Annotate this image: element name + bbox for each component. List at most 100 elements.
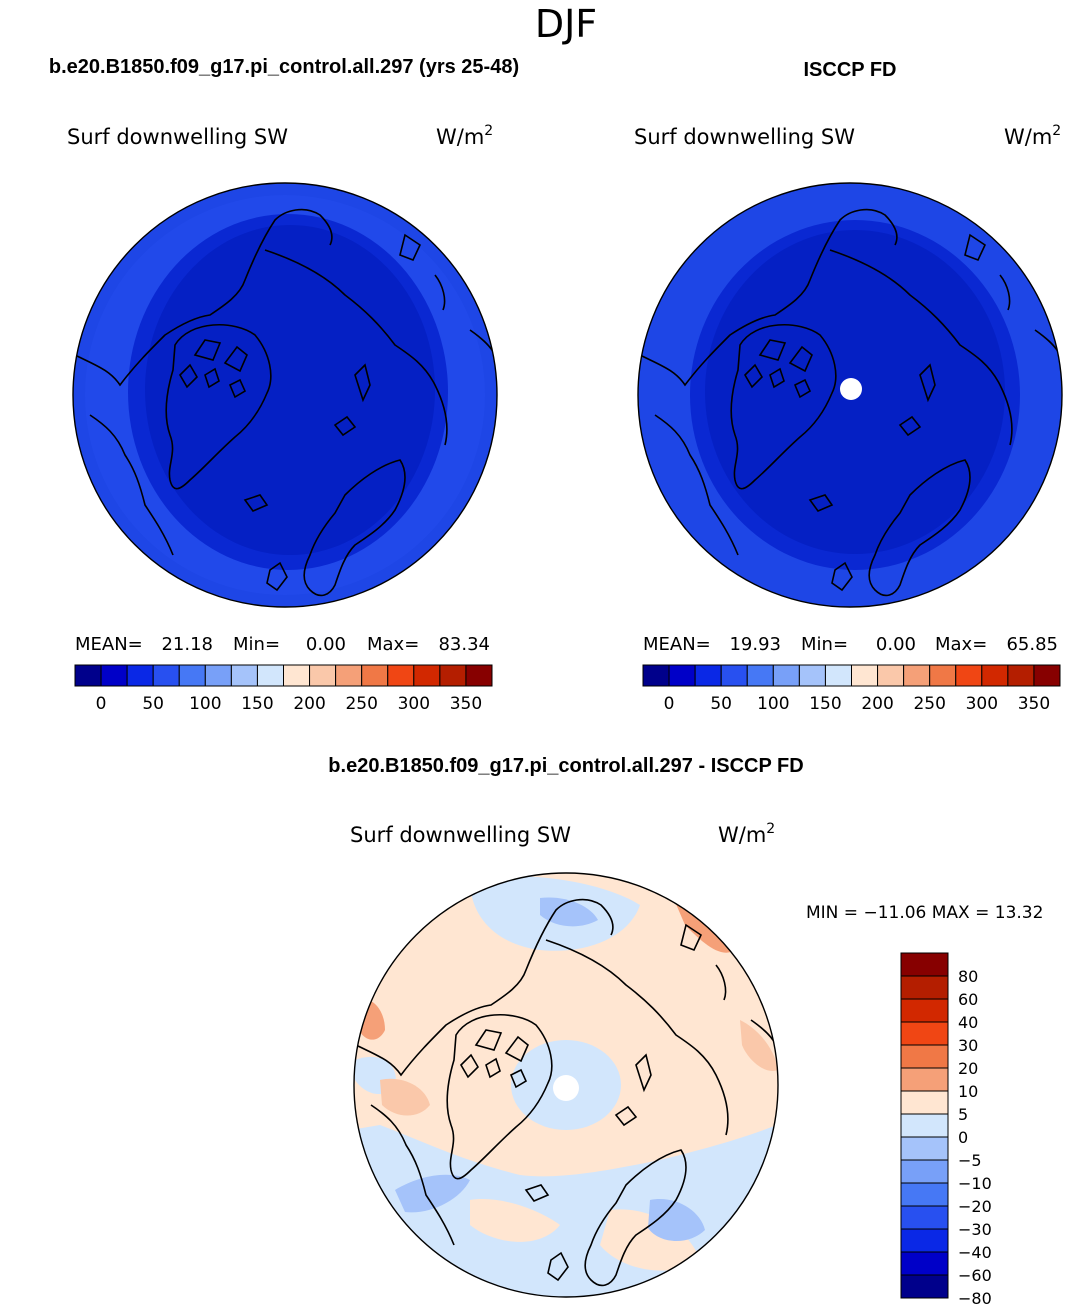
diff-colorbar-level-label: −5 — [958, 1151, 982, 1170]
panel-b-colorbar-box — [929, 664, 957, 687]
panel-a-case-title: b.e20.B1850.f09_g17.pi_control.all.297 (… — [49, 56, 519, 78]
svg-text:MEAN=: MEAN= — [643, 634, 711, 655]
panel-a-colorbar-tick-label: 50 — [142, 694, 164, 714]
diff-colorbar-box — [900, 1251, 949, 1276]
panel-a-colorbar-box — [387, 664, 415, 687]
panel-b-colorbar-box — [1007, 664, 1035, 687]
diff-variable: Surf downwelling SW — [350, 823, 571, 847]
season-title: DJF — [535, 2, 597, 46]
diff-colorbar-box — [900, 1044, 949, 1069]
panel-a-colorbar-box — [309, 664, 337, 687]
panel-a-colorbar-box — [74, 664, 102, 687]
diff-colorbar-box — [900, 952, 949, 977]
diff-units: W/m2 — [718, 821, 775, 847]
diff-colorbar-box — [900, 998, 949, 1023]
diff-colorbar-level-label: 40 — [958, 1013, 978, 1032]
panel-a-map — [72, 182, 498, 608]
panel-a-colorbar-box — [465, 664, 493, 687]
diff-colorbar-level-label: 80 — [958, 967, 978, 986]
diff-colorbar-box — [900, 1205, 949, 1230]
svg-text:0.00: 0.00 — [876, 634, 916, 655]
diff-colorbar-level-label: −60 — [958, 1266, 992, 1285]
svg-text:83.34: 83.34 — [438, 634, 490, 655]
panel-b-colorbar-box — [720, 664, 748, 687]
svg-text:MEAN=: MEAN= — [75, 634, 143, 655]
svg-text:21.18: 21.18 — [161, 634, 213, 655]
panel-b-colorbar-box — [668, 664, 696, 687]
diff-colorbar-level-label: 5 — [958, 1105, 968, 1124]
diff-colorbar-level-label: −80 — [958, 1289, 992, 1308]
diff-colorbar-level-label: 10 — [958, 1082, 978, 1101]
diff-colorbar-box — [900, 1021, 949, 1046]
panel-b-colorbar-tick-label: 350 — [1018, 694, 1050, 714]
svg-text:Max=: Max= — [935, 634, 987, 655]
diff-colorbar-box — [900, 975, 949, 1000]
svg-text:65.85: 65.85 — [1006, 634, 1058, 655]
diff-colorbar-box — [900, 1113, 949, 1138]
panel-a-colorbar-box — [283, 664, 311, 687]
panel-a-colorbar-box — [335, 664, 363, 687]
panel-b-colorbar-box — [955, 664, 983, 687]
diff-colorbar-box — [900, 1159, 949, 1184]
panel-b-case-title: ISCCP FD — [804, 59, 897, 81]
diff-colorbar-box — [900, 1067, 949, 1092]
panel-b-colorbar-tick-label: 100 — [757, 694, 789, 714]
panel-b-colorbar-tick-label: 150 — [809, 694, 841, 714]
svg-text:Min=: Min= — [233, 634, 280, 655]
panel-b-colorbar-tick-label: 250 — [913, 694, 945, 714]
panel-a-colorbar-tick-label: 300 — [398, 694, 430, 714]
diff-colorbar: 80 60 40 30 20 10 5 0 −5 −10 −20 −30 −40 −60 −80 — [900, 952, 992, 1308]
panel-a-colorbar-box — [361, 664, 389, 687]
diff-minmax: MIN = −11.06 MAX = 13.32 — [806, 903, 1043, 923]
panel-b-variable: Surf downwelling SW — [634, 125, 855, 149]
panel-b-colorbar: 0 50 100 150 200 250 300 350 — [642, 664, 1061, 714]
panel-b-stats: MEAN= 19.93 Min= 0.00 Max= 65.85 — [643, 634, 1058, 655]
panel-b-units: W/m2 — [1004, 123, 1061, 149]
panel-a-colorbar-box — [439, 664, 467, 687]
panel-a-colorbar-tick-label: 350 — [450, 694, 482, 714]
panel-a-colorbar: 0 50 100 150 200 250 300 350 — [74, 664, 493, 714]
panel-a-colorbar-tick-label: 100 — [189, 694, 221, 714]
diff-colorbar-box — [900, 1136, 949, 1161]
diff-colorbar-level-label: 30 — [958, 1036, 978, 1055]
panel-b-colorbar-box — [642, 664, 670, 687]
panel-b-colorbar-box — [903, 664, 931, 687]
panel-a-colorbar-box — [413, 664, 441, 687]
diff-colorbar-level-label: −20 — [958, 1197, 992, 1216]
panel-a-stats: MEAN= 21.18 Min= 0.00 Max= 83.34 — [75, 634, 490, 655]
diff-colorbar-level-label: 20 — [958, 1059, 978, 1078]
panel-b-colorbar-box — [824, 664, 852, 687]
diff-colorbar-box — [900, 1228, 949, 1253]
diff-colorbar-box — [900, 1090, 949, 1115]
panel-a-colorbar-tick-label: 0 — [96, 694, 107, 714]
panel-a-colorbar-tick-label: 200 — [293, 694, 325, 714]
svg-text:Max=: Max= — [367, 634, 419, 655]
panel-b-colorbar-tick-label: 50 — [710, 694, 732, 714]
panel-b-colorbar-box — [746, 664, 774, 687]
diff-colorbar-level-label: −10 — [958, 1174, 992, 1193]
diff-colorbar-level-label: −30 — [958, 1220, 992, 1239]
panel-a-colorbar-box — [152, 664, 180, 687]
diff-colorbar-box — [900, 1274, 949, 1299]
panel-a-colorbar-box — [100, 664, 128, 687]
diff-colorbar-box — [900, 1182, 949, 1207]
diff-colorbar-level-label: 0 — [958, 1128, 968, 1147]
panel-b-colorbar-tick-label: 0 — [664, 694, 675, 714]
panel-a-units: W/m2 — [436, 123, 493, 149]
panel-b-colorbar-box — [694, 664, 722, 687]
panel-b-colorbar-tick-label: 200 — [861, 694, 893, 714]
svg-text:Min=: Min= — [801, 634, 848, 655]
panel-a-colorbar-box — [126, 664, 154, 687]
panel-a-variable: Surf downwelling SW — [67, 125, 288, 149]
panel-a-colorbar-box — [178, 664, 206, 687]
panel-b-colorbar-box — [851, 664, 879, 687]
panel-b-colorbar-box — [772, 664, 800, 687]
diff-colorbar-level-label: 60 — [958, 990, 978, 1009]
panel-b-colorbar-box — [981, 664, 1009, 687]
svg-text:19.93: 19.93 — [729, 634, 781, 655]
svg-text:0.00: 0.00 — [306, 634, 346, 655]
diff-title: b.e20.B1850.f09_g17.pi_control.all.297 -… — [328, 755, 803, 777]
diff-map — [353, 872, 779, 1298]
panel-b-colorbar-box — [1033, 664, 1061, 687]
